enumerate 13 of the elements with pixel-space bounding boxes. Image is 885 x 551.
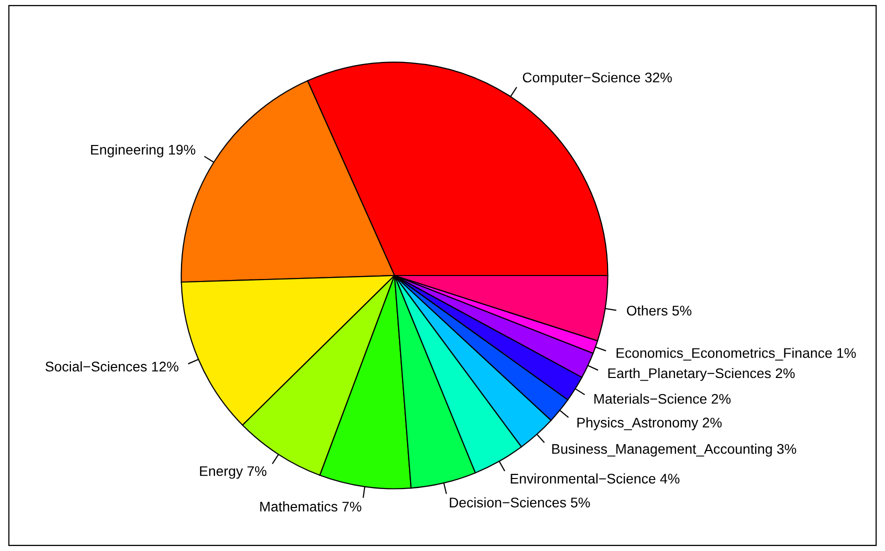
slice-label: Others 5% <box>626 305 692 316</box>
slice-label: Decision−Sciences 5% <box>450 497 590 508</box>
slice-label: Energy 7% <box>200 466 266 479</box>
slice-label: Computer−Science 32% <box>522 72 672 86</box>
slice-label: Physics_Astronomy 2% <box>577 417 722 430</box>
slice-label: Engineering 19% <box>91 144 196 158</box>
slice-label: Earth_Planetary−Sciences 2% <box>608 368 795 381</box>
slice-label: Economics_Econometrics_Finance 1% <box>616 348 856 361</box>
slice-label: Mathematics 7% <box>260 501 362 512</box>
slice-label: Environmental−Science 4% <box>510 473 680 484</box>
slice-label: Materials−Science 2% <box>594 394 731 404</box>
slice-label: Social−Sciences 12% <box>46 361 178 372</box>
slice-label: Business_Management_Accounting 3% <box>552 444 796 457</box>
